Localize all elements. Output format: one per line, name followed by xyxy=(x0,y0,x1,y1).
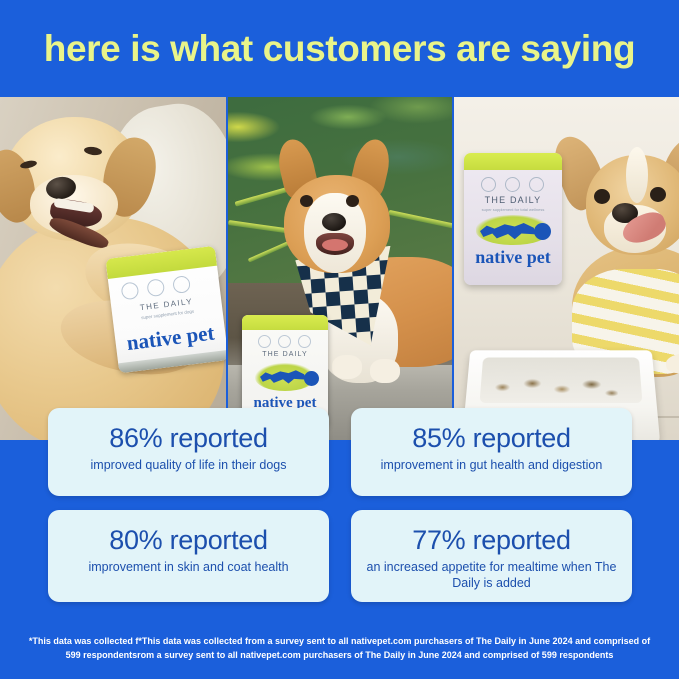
stat-description: improvement in gut health and digestion xyxy=(380,458,603,472)
dog-nose xyxy=(322,213,346,231)
leaf-icon xyxy=(146,278,166,298)
bolt-icon xyxy=(298,335,311,348)
certification-seal-icon xyxy=(534,223,551,240)
stat-percentage: 80% reported xyxy=(109,525,268,555)
dog-nose xyxy=(612,203,638,223)
dog-eye-right xyxy=(650,187,666,202)
stat-percentage: 86% reported xyxy=(109,423,268,453)
product-tin: THE DAILY super supplement for total wel… xyxy=(464,153,562,285)
dog-paw-right xyxy=(370,359,400,383)
photo-chihuahua: THE DAILY super supplement for total wel… xyxy=(454,97,679,440)
benefit-icon-row xyxy=(258,335,314,348)
photo-corgi: THE DAILY native pet super supplement fo… xyxy=(228,97,452,440)
tin-brand-name: native pet xyxy=(475,247,551,267)
dog-eye-left xyxy=(300,195,313,207)
stat-description: improved quality of life in their dogs xyxy=(90,458,287,472)
dog-tongue xyxy=(322,239,348,251)
dog-paw-left xyxy=(332,355,362,379)
paw-icon xyxy=(120,281,140,301)
stat-card: 86% reported improved quality of life in… xyxy=(48,408,329,496)
stat-percentage: 85% reported xyxy=(412,423,571,453)
tin-lid xyxy=(464,153,562,170)
dog-eye-left xyxy=(594,189,610,204)
stat-card: 77% reported an increased appetite for m… xyxy=(351,510,632,602)
bolt-icon xyxy=(529,177,544,192)
leaf-icon xyxy=(505,177,520,192)
paw-icon xyxy=(258,335,271,348)
dog-food-kibble xyxy=(487,374,619,401)
dog-face-blaze xyxy=(626,147,648,203)
bolt-icon xyxy=(172,275,192,295)
footnote-disclaimer: *This data was collected f*This data was… xyxy=(28,636,651,660)
tin-brand-name: native pet xyxy=(253,395,317,411)
certification-seal-icon xyxy=(304,371,319,386)
benefit-icon-row xyxy=(481,177,545,192)
page-title: here is what customers are saying xyxy=(43,28,636,69)
photo-strip: THE DAILY super supplement for dogs nati… xyxy=(0,97,679,440)
stat-description: an increased appetite for mealtime when … xyxy=(366,560,617,590)
statistics-grid: 86% reported improved quality of life in… xyxy=(48,408,632,602)
stat-percentage: 77% reported xyxy=(412,525,571,555)
product-tin: THE DAILY super supplement for dogs nati… xyxy=(105,245,226,374)
stat-description: improvement in skin and coat health xyxy=(88,560,289,574)
stat-card: 80% reported improvement in skin and coa… xyxy=(48,510,329,602)
leaf-icon xyxy=(278,335,291,348)
stat-card: 85% reported improvement in gut health a… xyxy=(351,408,632,496)
dog-eye-right xyxy=(346,195,359,207)
tin-product-name: THE DAILY xyxy=(484,195,542,205)
paw-icon xyxy=(481,177,496,192)
tin-product-name: THE DAILY xyxy=(262,351,308,358)
tin-lid xyxy=(242,315,328,330)
benefit-icon-row xyxy=(120,274,199,301)
tin-tagline: super supplement for total wellness xyxy=(481,207,545,212)
photo-golden-retriever: THE DAILY super supplement for dogs nati… xyxy=(0,97,226,440)
